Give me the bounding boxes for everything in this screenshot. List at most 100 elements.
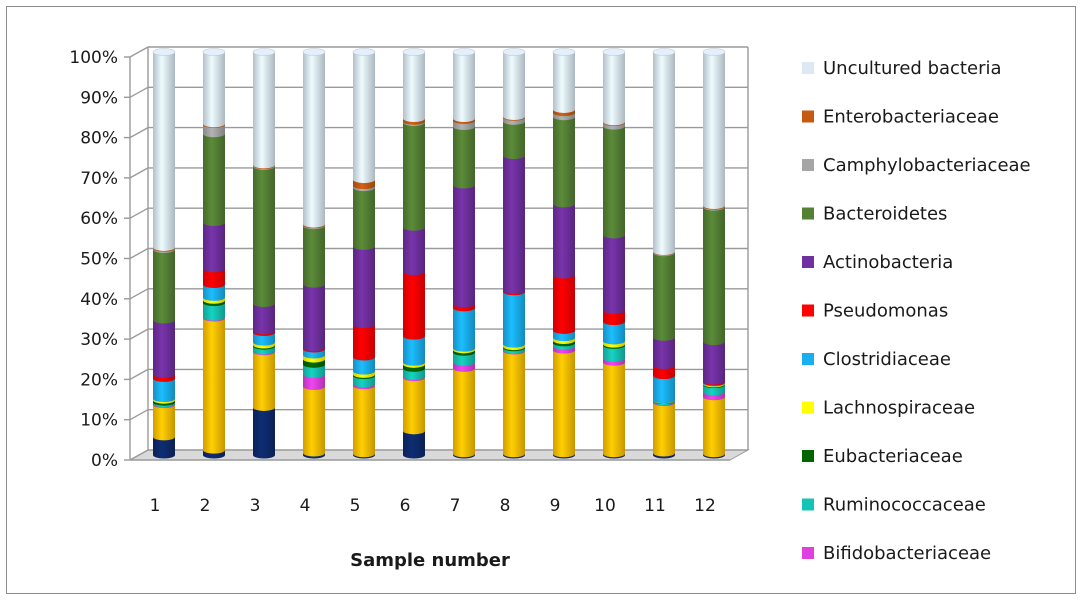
bar-segment-s6 [353, 356, 375, 375]
legend-item: Bacteroidetes [802, 204, 947, 225]
legend-swatch [802, 110, 814, 123]
bar-segment-s2 [303, 374, 325, 390]
x-tick-label: 1 [150, 496, 161, 516]
bar-segment-s3 [603, 345, 625, 362]
bar-segment-s6 [503, 291, 525, 348]
x-tick-label: 3 [250, 496, 261, 516]
bar-segment-s0 [253, 407, 275, 459]
gridline-side [129, 86, 149, 98]
bar-segment-s1 [653, 402, 675, 457]
bar-stack-4 [302, 48, 326, 459]
legend-item: Bifidobacteriaceae [802, 543, 991, 564]
bar-segment-s9 [303, 225, 325, 288]
legend-item: Eubacteriaceae [802, 446, 963, 467]
bar-segment-s8 [203, 222, 225, 273]
legend-item: Uncultured bacteria [802, 58, 1002, 79]
x-tick-label: 5 [350, 496, 361, 516]
legend-swatch [802, 498, 814, 511]
y-tick-label: 60% [80, 209, 118, 229]
bar-top-cap [502, 48, 526, 56]
y-tick-label: 40% [80, 290, 118, 310]
y-tick-label: 20% [80, 370, 118, 390]
x-tick-label: 12 [694, 496, 716, 516]
bar-segment-s6 [203, 284, 225, 301]
bar-segment-s0 [153, 436, 175, 459]
bar-stack-8 [502, 48, 526, 459]
y-tick-label: 50% [80, 250, 118, 270]
legend-item: Actinobacteria [802, 252, 953, 273]
bar-stack-10 [602, 48, 626, 459]
bar-segment-s8 [703, 341, 726, 385]
y-tick-label: 80% [80, 129, 118, 149]
legend-label: Enterobacteriaceae [823, 107, 999, 128]
bar-segment-s6 [153, 378, 175, 403]
y-tick-label: 10% [80, 411, 118, 431]
bar-segment-s12 [153, 52, 175, 251]
bar-segment-s1 [153, 404, 175, 441]
bar-segment-s12 [303, 52, 325, 228]
legend-label: Uncultured bacteria [823, 58, 1002, 79]
legend-label: Lachnospiraceae [823, 398, 975, 419]
bar-segment-s6 [453, 307, 475, 352]
legend-label: Ruminococcaceae [823, 495, 986, 516]
legend-swatch [802, 159, 814, 171]
x-tick-label: 9 [550, 496, 561, 516]
bar-segment-s1 [303, 386, 325, 457]
bar-segment-s12 [553, 52, 575, 113]
bar-stack-3 [252, 48, 276, 459]
bar-segment-s12 [703, 52, 726, 209]
legend-label: Camphylobacteriaceae [823, 155, 1031, 176]
legend-label: Bacteroidetes [823, 204, 947, 225]
gridline-side [129, 46, 149, 58]
bar-segment-s6 [403, 336, 425, 366]
bar-segment-s9 [253, 166, 275, 307]
legend-swatch [802, 304, 814, 317]
bar-stack-9 [552, 48, 576, 459]
bar-segment-s9 [603, 126, 625, 239]
legend-item: Enterobacteriaceae [802, 107, 999, 128]
gridline-side [129, 449, 149, 461]
x-tick-label: 8 [500, 496, 511, 516]
gridline-side [129, 207, 149, 219]
bar-segment-s10 [203, 124, 225, 138]
bar-top-cap [252, 48, 276, 56]
bar-top-cap [452, 48, 476, 56]
bar-segment-s8 [603, 234, 625, 314]
x-tick-label: 6 [400, 496, 411, 516]
bar-segment-s9 [353, 187, 375, 250]
bar-segment-s1 [253, 351, 275, 411]
y-tick-label: 90% [80, 88, 118, 108]
y-tick-labels: 0% 10% 20% 30% 40% 50% 60% 70% 80% 90% 100% [69, 48, 118, 471]
bar-segment-s12 [353, 52, 375, 184]
bar-top-cap [402, 48, 426, 56]
bar-segment-s8 [403, 227, 425, 276]
gridline-side [129, 126, 149, 139]
x-tick-labels: 1 2 3 4 5 6 7 8 9 10 11 12 [150, 496, 716, 516]
bar-segment-s8 [153, 319, 175, 378]
bar-stack-7 [452, 48, 476, 459]
bar-segment-s12 [653, 52, 675, 255]
bar-segment-s7 [653, 365, 675, 380]
bar-segment-s1 [353, 385, 375, 458]
legend-swatch [802, 353, 814, 365]
legend-item: Lachnospiraceae [802, 398, 975, 419]
legend-swatch [802, 207, 814, 220]
bar-segment-s7 [353, 324, 375, 361]
y-tick-label: 100% [69, 48, 118, 68]
bar-segment-s9 [553, 116, 575, 208]
bar-stack-2 [202, 48, 226, 459]
bar-segment-s1 [403, 377, 425, 435]
bar-segment-s1 [453, 368, 475, 458]
legend: Uncultured bacteria Enterobacteriaceae Cam… [802, 58, 1031, 564]
bar-segment-s7 [203, 268, 225, 289]
bar-segment-s1 [203, 317, 225, 454]
legend-swatch [802, 256, 814, 268]
bar-stack-1 [152, 48, 176, 459]
bar-segment-s1 [553, 350, 575, 458]
bar-segment-s8 [353, 246, 375, 329]
bar-segment-s9 [403, 122, 425, 231]
bar-segment-s6 [603, 321, 625, 345]
bar-top-cap [552, 48, 576, 56]
bar-segment-s9 [503, 121, 525, 160]
bar-segment-s1 [603, 362, 625, 458]
